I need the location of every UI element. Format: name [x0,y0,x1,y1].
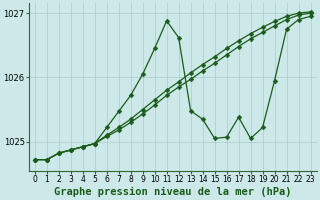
X-axis label: Graphe pression niveau de la mer (hPa): Graphe pression niveau de la mer (hPa) [54,186,292,197]
